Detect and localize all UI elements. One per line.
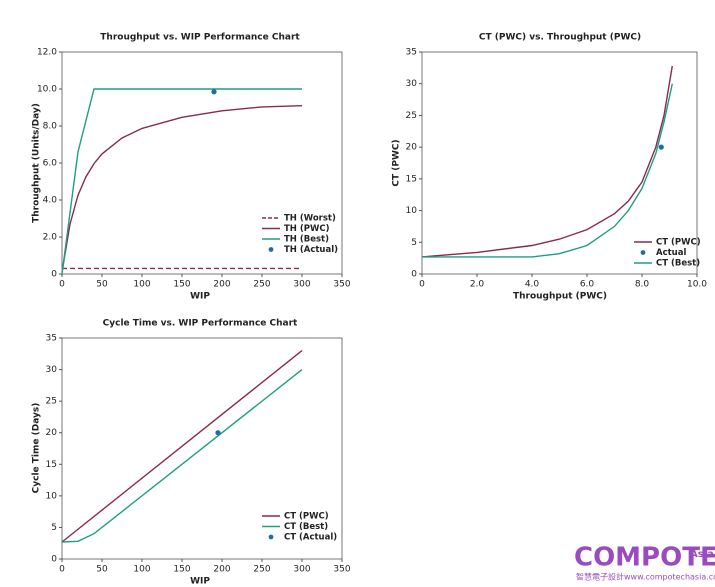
x-tick-label: 0: [59, 280, 65, 290]
logo-region: Asia: [690, 549, 714, 560]
legend-label: TH (Actual): [284, 245, 338, 255]
y-tick-label: 6.0: [43, 159, 58, 169]
data-point: [215, 430, 221, 436]
y-tick-label: 10.0: [37, 85, 57, 95]
data-point: [211, 89, 217, 95]
legend-label: Actual: [656, 248, 686, 258]
logo-name: COMPOTECH: [574, 543, 715, 573]
x-tick-label: 300: [293, 565, 310, 575]
y-tick-label: 10: [46, 491, 58, 501]
y-tick-label: 2.0: [43, 233, 58, 243]
y-tick-label: 15: [406, 174, 417, 184]
x-tick-label: 300: [293, 280, 310, 290]
legend-label: CT (PWC): [656, 238, 701, 248]
series-line: [61, 88, 302, 275]
x-tick-label: 250: [253, 565, 270, 575]
y-tick-label: 0: [411, 270, 417, 280]
y-tick-label: 20: [406, 143, 418, 153]
y-tick-label: 25: [406, 111, 417, 121]
x-tick-label: 200: [213, 280, 230, 290]
y-tick-label: 8.0: [43, 122, 58, 132]
y-axis-label: Cycle Time (Days): [32, 403, 42, 494]
y-tick-label: 20: [46, 428, 58, 438]
y-axis-label: CT (PWC): [392, 139, 402, 186]
x-tick-label: 0: [419, 280, 425, 290]
x-tick-label: 150: [173, 565, 190, 575]
x-tick-label: 0: [59, 565, 65, 575]
series-line: [422, 83, 673, 258]
legend-label: CT (Actual): [284, 533, 337, 543]
x-tick-label: 4.0: [525, 280, 540, 290]
y-tick-label: 15: [46, 460, 57, 470]
x-tick-label: 350: [333, 280, 350, 290]
y-axis-label: Throughput (Units/Day): [32, 103, 42, 223]
legend-label: TH (Best): [284, 235, 329, 245]
x-axis-label: WIP: [190, 292, 210, 302]
plot-frame: [421, 51, 698, 275]
x-tick-label: 50: [96, 565, 108, 575]
x-tick-label: 250: [253, 280, 270, 290]
legend-label: CT (Best): [656, 259, 700, 269]
x-tick-label: 200: [213, 565, 230, 575]
legend-marker: [268, 247, 274, 252]
y-tick-label: 35: [46, 334, 57, 344]
x-tick-label: 10.0: [687, 280, 707, 290]
legend-label: CT (PWC): [284, 512, 329, 522]
chart-title: Cycle Time vs. WIP Performance Chart: [103, 319, 298, 329]
legend-label: TH (Worst): [284, 214, 336, 224]
logo-tagline: 智慧電子設計www.compotechasia.com: [576, 572, 715, 582]
chart-title: Throughput vs. WIP Performance Chart: [100, 33, 300, 43]
x-tick-label: 2.0: [470, 280, 485, 290]
y-tick-label: 5: [51, 523, 57, 533]
chart-title: CT (PWC) vs. Throughput (PWC): [479, 33, 641, 43]
y-tick-label: 0: [51, 270, 57, 280]
y-tick-label: 30: [406, 79, 418, 89]
x-tick-label: 6.0: [580, 280, 595, 290]
y-tick-label: 12.0: [37, 48, 57, 58]
x-tick-label: 150: [173, 280, 190, 290]
series-line: [421, 65, 673, 258]
legend-label: CT (Best): [284, 522, 328, 532]
y-tick-label: 4.0: [43, 196, 58, 206]
x-tick-label: 50: [96, 280, 108, 290]
y-tick-label: 10: [406, 206, 418, 216]
plot-frame: [61, 337, 343, 560]
series-line: [61, 350, 303, 543]
series-line: [61, 369, 303, 543]
x-tick-label: 8.0: [635, 280, 650, 290]
x-axis-label: Throughput (PWC): [513, 292, 607, 302]
legend-marker: [640, 250, 646, 255]
data-point: [658, 144, 664, 150]
y-tick-label: 30: [46, 365, 58, 375]
y-tick-label: 35: [406, 48, 417, 58]
y-tick-label: 5: [411, 238, 417, 248]
series-line: [62, 105, 303, 268]
x-tick-label: 350: [333, 565, 350, 575]
x-axis-label: WIP: [190, 577, 210, 587]
y-tick-label: 0: [51, 555, 57, 565]
x-tick-label: 100: [133, 280, 150, 290]
x-tick-label: 100: [133, 565, 150, 575]
y-tick-label: 25: [46, 397, 57, 407]
legend-marker: [268, 534, 274, 540]
legend-label: TH (PWC): [284, 224, 330, 234]
